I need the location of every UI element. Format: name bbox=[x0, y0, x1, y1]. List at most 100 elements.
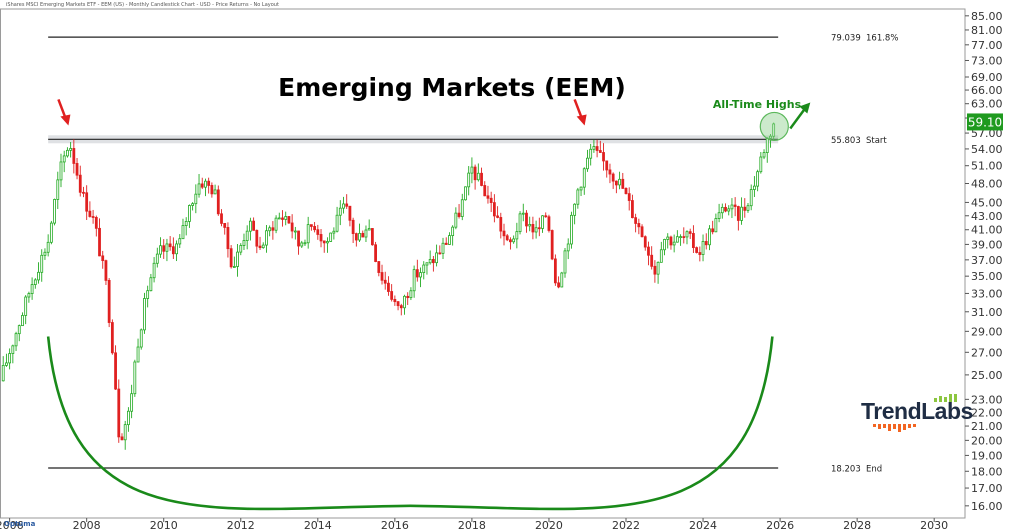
candle-body bbox=[435, 252, 438, 264]
candle-body bbox=[374, 244, 377, 262]
candle-body bbox=[11, 345, 15, 354]
last-price-label: 59.10 bbox=[968, 115, 1002, 129]
candle-body bbox=[329, 232, 333, 242]
candle-body bbox=[188, 205, 191, 222]
y-tick-label: 73.00 bbox=[971, 54, 1003, 67]
candle-body bbox=[152, 262, 156, 279]
candle-body bbox=[759, 156, 763, 173]
candle-body bbox=[733, 204, 737, 207]
y-tick-label: 19.00 bbox=[971, 449, 1003, 462]
candle-body bbox=[255, 229, 259, 247]
candle-body bbox=[637, 223, 641, 228]
candle-body bbox=[281, 217, 284, 220]
candle-body bbox=[69, 148, 73, 151]
candle-body bbox=[130, 393, 134, 412]
candle-body bbox=[249, 220, 252, 232]
candle-body bbox=[624, 187, 628, 195]
candle-body bbox=[345, 203, 349, 207]
candle-body bbox=[387, 282, 390, 292]
candle-body bbox=[178, 238, 182, 245]
candle-body bbox=[120, 436, 124, 441]
candle-body bbox=[265, 230, 268, 246]
candle-body bbox=[300, 242, 304, 247]
x-tick-label: 2024 bbox=[689, 519, 717, 531]
candle-body bbox=[21, 315, 24, 327]
candle-body bbox=[772, 123, 776, 137]
candle-body bbox=[736, 206, 740, 221]
candle-body bbox=[431, 259, 435, 264]
candles bbox=[1, 122, 776, 450]
y-tick-label: 48.00 bbox=[971, 177, 1003, 190]
candle-body bbox=[220, 213, 223, 224]
candle-body bbox=[415, 269, 419, 278]
candle-body bbox=[704, 241, 708, 246]
candle-body bbox=[342, 203, 345, 209]
x-tick-label: 2018 bbox=[458, 519, 486, 531]
candle-body bbox=[274, 217, 278, 231]
candle-body bbox=[213, 189, 217, 195]
candle-body bbox=[762, 152, 766, 158]
candle-body bbox=[127, 410, 130, 426]
candle-body bbox=[168, 243, 172, 248]
candle-body bbox=[184, 221, 188, 226]
candle-body bbox=[663, 239, 666, 251]
level-tag-label: End bbox=[866, 464, 882, 474]
candle-body bbox=[43, 251, 47, 256]
last-price-box bbox=[967, 113, 1003, 131]
candle-body bbox=[666, 236, 670, 240]
candle-body bbox=[104, 260, 108, 281]
candle-body bbox=[409, 290, 413, 299]
candle-body bbox=[271, 227, 275, 231]
trendlabs-logo: TrendLabs bbox=[861, 394, 973, 436]
candle-body bbox=[717, 212, 721, 219]
candle-body bbox=[403, 295, 406, 309]
candle-body bbox=[708, 228, 711, 246]
candle-body bbox=[27, 293, 31, 298]
candle-body bbox=[425, 262, 429, 266]
y-tick-label: 45.00 bbox=[971, 196, 1003, 209]
candle-body bbox=[335, 214, 339, 232]
candle-body bbox=[769, 135, 772, 139]
candle-body bbox=[226, 227, 230, 250]
candle-body bbox=[547, 216, 551, 231]
candle-body bbox=[236, 251, 239, 267]
plot-frame bbox=[0, 8, 966, 519]
candle-body bbox=[627, 193, 631, 201]
candle-body bbox=[252, 220, 256, 231]
candle-body bbox=[509, 239, 512, 243]
candle-body bbox=[232, 266, 236, 268]
candle-body bbox=[765, 137, 769, 153]
candle-body bbox=[659, 249, 663, 263]
candle-body bbox=[605, 160, 609, 171]
candle-body bbox=[14, 333, 18, 347]
candle-body bbox=[595, 146, 599, 151]
candle-body bbox=[528, 224, 532, 227]
x-tick-label: 2030 bbox=[920, 519, 948, 531]
candle-body bbox=[293, 230, 297, 233]
y-tick-label: 66.00 bbox=[971, 84, 1003, 97]
level-tag-label: 161.8% bbox=[866, 34, 898, 44]
candle-body bbox=[40, 254, 44, 273]
candle-body bbox=[85, 192, 89, 212]
candle-body bbox=[611, 173, 615, 182]
y-tick-label: 20.00 bbox=[971, 434, 1003, 447]
candle-body bbox=[59, 161, 63, 181]
candle-body bbox=[354, 233, 358, 241]
candle-body bbox=[82, 191, 85, 194]
candle-body bbox=[146, 290, 150, 299]
candle-body bbox=[602, 152, 605, 162]
candle-body bbox=[544, 215, 548, 218]
candle-body bbox=[566, 243, 570, 252]
x-tick-label: 2014 bbox=[304, 519, 332, 531]
candle-body bbox=[30, 284, 34, 295]
candle-body bbox=[467, 172, 471, 188]
y-tick-label: 35.00 bbox=[971, 270, 1003, 283]
candle-body bbox=[306, 224, 310, 244]
candle-body bbox=[589, 148, 593, 159]
candle-body bbox=[579, 186, 583, 191]
candle-body bbox=[75, 163, 79, 176]
candle-body bbox=[88, 210, 92, 217]
x-tick-label: 2022 bbox=[612, 519, 640, 531]
candle-body bbox=[749, 189, 753, 207]
